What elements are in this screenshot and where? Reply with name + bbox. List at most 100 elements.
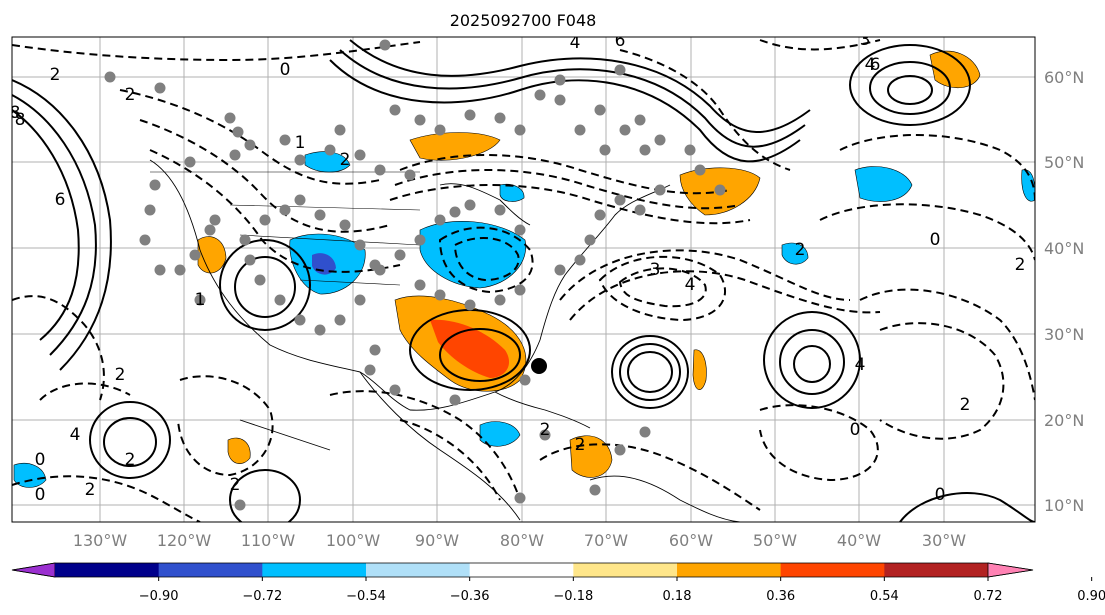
contour-line: [139, 119, 391, 233]
station-dot: [434, 289, 446, 301]
contour-line: [439, 328, 521, 382]
station-dot: [584, 234, 596, 246]
colorbar-segment: [677, 563, 782, 577]
station-dot: [614, 64, 626, 76]
longitude-label: 120°W: [157, 531, 212, 550]
coastline: [589, 475, 741, 522]
station-dot: [374, 164, 386, 176]
contour-value-label: 2: [960, 395, 971, 415]
contour-line: [899, 492, 1035, 522]
contour-value-label: 0: [35, 450, 46, 470]
station-dot: [369, 259, 381, 271]
contour-value-label: 8: [10, 103, 21, 123]
contour-line: [763, 311, 861, 409]
contour-line: [394, 169, 741, 210]
contour-line: [618, 267, 707, 308]
colorbar-tick-label: −0.54: [346, 589, 386, 604]
contour-line: [619, 343, 681, 401]
contour-value-label: 2: [340, 150, 351, 170]
station-dot: [294, 194, 306, 206]
coastline: [239, 419, 331, 451]
colorbar-segment: [262, 563, 367, 577]
station-dot: [414, 279, 426, 291]
colorbar-tick-label: 0.72: [974, 589, 1003, 604]
station-dot: [154, 82, 166, 94]
latitude-label: 10°N: [1044, 496, 1084, 515]
station-dot: [314, 324, 326, 336]
station-dot: [614, 194, 626, 206]
contour-line: [849, 44, 971, 126]
station-dot: [654, 184, 666, 196]
station-dot: [514, 492, 526, 504]
coastline: [149, 159, 671, 411]
station-dot: [274, 294, 286, 306]
longitude-label: 80°W: [500, 531, 544, 550]
longitude-axis-labels: 130°W 120°W 110°W 100°W 90°W 80°W 70°W 60°W 50°W…: [73, 531, 966, 550]
great-lakes-outline: [439, 183, 531, 226]
contour-line: [89, 401, 171, 479]
contour-line: [339, 49, 806, 148]
contour-line: [759, 404, 879, 482]
station-dot: [434, 214, 446, 226]
station-dot: [279, 134, 291, 146]
storm-center-marker: [531, 358, 547, 374]
contour-line: [569, 270, 881, 321]
contour-value-label: 2: [795, 240, 806, 260]
station-dot: [244, 254, 256, 266]
station-dot: [354, 294, 366, 306]
cool-anomaly-region: [13, 462, 47, 488]
contour-value-label: 2: [575, 435, 586, 455]
contour-line: [389, 184, 751, 225]
station-dot: [389, 104, 401, 116]
cool-anomaly-region: [304, 151, 351, 173]
station-dot: [494, 204, 506, 216]
contour-value-label: 2: [125, 450, 136, 470]
contour-line: [149, 149, 401, 273]
colorbar-extend-low: [11, 562, 56, 578]
contour-line: [12, 79, 112, 371]
colorbar-segment: [55, 563, 160, 577]
colorbar-outline: [11, 562, 1034, 578]
contour-value-label: 6: [55, 190, 66, 210]
station-dot: [594, 104, 606, 116]
station-dot: [244, 139, 256, 151]
colorbar-tick-label: 0.54: [870, 589, 899, 604]
contour-value-label: 2: [50, 65, 61, 85]
station-dot: [104, 71, 116, 83]
station-dot: [239, 234, 251, 246]
contour-value-label: 0: [930, 230, 941, 250]
station-dot: [599, 144, 611, 156]
latitude-label: 40°N: [1044, 239, 1084, 258]
contour-line: [759, 39, 881, 51]
station-dot: [369, 344, 381, 356]
contour-value-label: 2: [1015, 255, 1026, 275]
colorbar-segment: [366, 563, 471, 577]
colorbar-tick-labels: −0.90 −0.72 −0.54 −0.36 −0.18 0.18 0.36 0.54 0.7…: [139, 577, 1105, 604]
station-dot: [139, 234, 151, 246]
longitude-label: 100°W: [326, 531, 381, 550]
contour-value-label: 8: [15, 110, 26, 130]
contour-value-label: 0: [935, 485, 946, 505]
colorbar: [11, 562, 1034, 578]
station-dot: [144, 204, 156, 216]
station-dot: [404, 169, 416, 181]
cool-anomaly-region: [419, 221, 527, 289]
station-dot: [194, 294, 206, 306]
station-dot: [379, 39, 391, 51]
station-dot: [449, 394, 461, 406]
station-dot: [594, 209, 606, 221]
colorbar-extend-high: [987, 562, 1034, 578]
station-dot: [714, 184, 726, 196]
contour-value-label: 1: [195, 290, 206, 310]
coastline: [359, 371, 521, 521]
contour-value-label: 3: [860, 30, 871, 50]
longitude-label: 50°W: [753, 531, 797, 550]
contour-line: [399, 419, 501, 501]
contour-line: [619, 49, 791, 171]
contour-line: [559, 249, 851, 301]
station-dot: [514, 124, 526, 136]
colorbar-segment: [469, 563, 574, 577]
contour-value-label: 4: [70, 425, 81, 445]
contour-line: [611, 335, 689, 409]
station-dot: [334, 124, 346, 136]
